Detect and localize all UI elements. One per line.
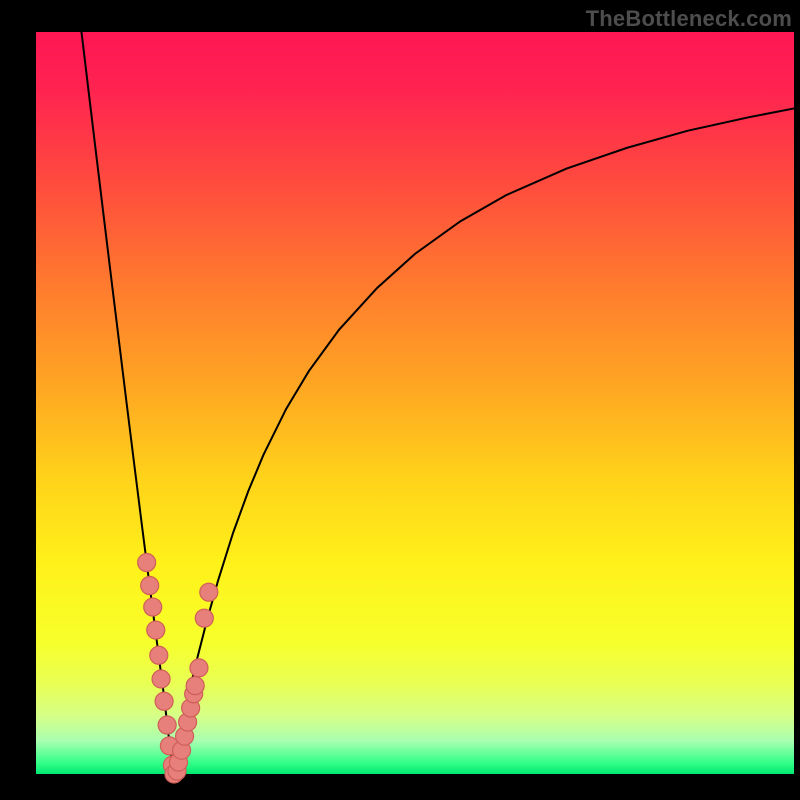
data-marker <box>147 621 165 639</box>
data-marker <box>195 609 213 627</box>
data-marker <box>186 677 204 695</box>
data-marker <box>155 692 173 710</box>
data-marker <box>190 659 208 677</box>
right-curve <box>172 108 794 774</box>
chart-root: TheBottleneck.com <box>0 0 800 800</box>
data-marker <box>158 716 176 734</box>
data-marker <box>152 670 170 688</box>
data-marker <box>138 554 156 572</box>
data-marker <box>144 598 162 616</box>
data-marker <box>141 577 159 595</box>
data-marker <box>200 583 218 601</box>
plot-frame <box>0 0 800 800</box>
data-marker <box>150 646 168 664</box>
watermark-text: TheBottleneck.com <box>586 6 792 32</box>
curve-layer <box>0 0 800 800</box>
